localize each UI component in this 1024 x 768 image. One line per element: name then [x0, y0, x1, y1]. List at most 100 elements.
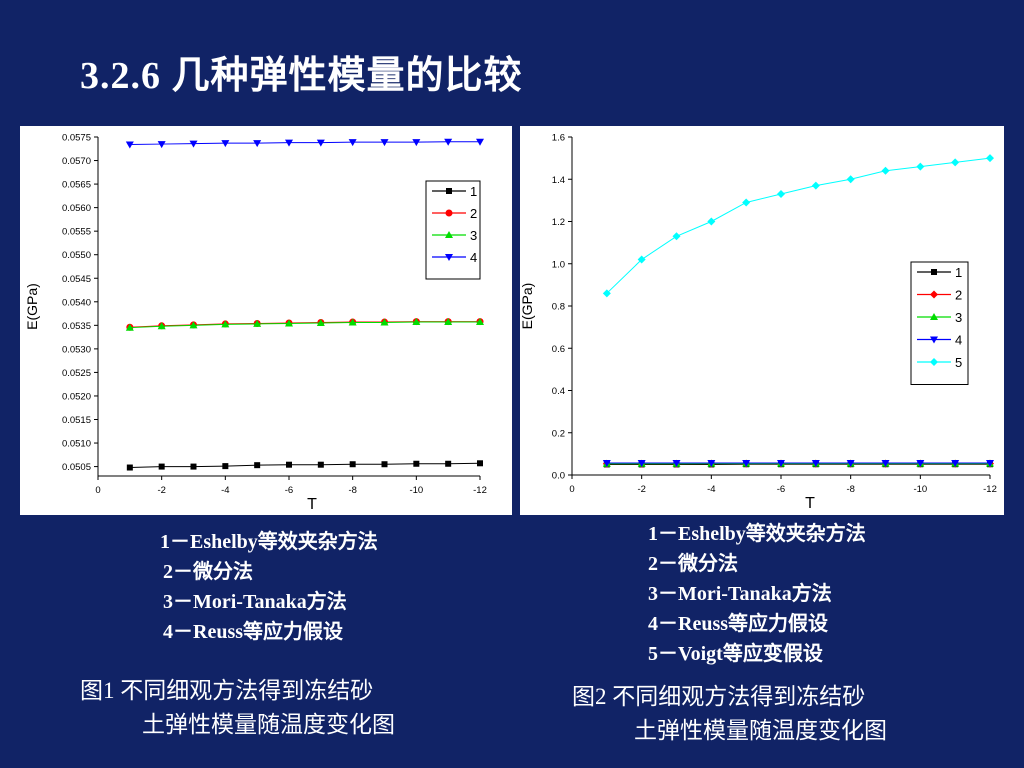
left-legend-item-1: 1－Eshelby等效夹杂方法	[160, 531, 378, 553]
data-point	[316, 318, 325, 326]
x-tick-label: -8	[846, 484, 854, 495]
data-point	[672, 232, 681, 241]
caption-1-line-1: 图1 不同细观方法得到冻结砂	[80, 678, 374, 703]
data-point	[916, 162, 925, 171]
legend-entry-label: 1	[955, 265, 962, 280]
chart-panel-2: 0.0 0.2 0.4 0.6 0.8 1.0 1.2 1.4 1.6 0 -2 -4 -6 -8 -10 -…	[520, 126, 1004, 515]
right-legend-item-5: 5－Voigt等应变假设	[648, 643, 823, 665]
y-tick-label: 1.0	[552, 259, 565, 270]
y-tick-label: 0.0515	[62, 415, 91, 426]
caption-2-line-1: 图2 不同细观方法得到冻结砂	[572, 684, 866, 709]
y-tick-label: 0.0540	[62, 297, 91, 308]
data-point	[221, 140, 230, 148]
legend-swatch-marker	[930, 336, 938, 344]
data-point	[951, 158, 960, 167]
legend-entry-label: 3	[955, 310, 962, 325]
caption-2-line-2: 土弹性模量随温度变化图	[634, 718, 887, 743]
series-5	[602, 154, 994, 298]
y-tick-label: 0.0520	[62, 391, 91, 402]
data-point	[348, 139, 357, 147]
data-point	[285, 319, 293, 327]
data-point	[412, 139, 421, 147]
data-point	[476, 318, 484, 326]
y-tick-label: 1.6	[552, 133, 565, 144]
right-legend-item-2: 2－微分法	[648, 553, 738, 575]
data-point	[986, 459, 994, 467]
data-point	[349, 461, 356, 468]
legend-entry-label: 5	[955, 355, 962, 370]
data-point	[672, 459, 681, 467]
data-point	[742, 198, 751, 207]
data-point	[602, 459, 611, 467]
data-point	[189, 321, 198, 329]
x-tick-label: -6	[777, 484, 785, 495]
y-tick-label: 0.0525	[62, 368, 91, 379]
data-point	[445, 460, 452, 467]
right-method-legend: 1－Eshelby等效夹杂方法 2－微分法 3－Mori-Tanaka方法 4－…	[648, 519, 866, 669]
legend-frame	[910, 261, 969, 385]
y-tick-label: 0.0530	[62, 344, 91, 355]
legend-frame	[425, 180, 481, 280]
y-tick-label: 0.2	[552, 428, 565, 439]
legend-swatch-marker	[930, 313, 938, 320]
series-4	[602, 459, 994, 467]
data-point	[602, 289, 611, 298]
data-point	[951, 459, 960, 467]
legend-swatch-marker	[445, 209, 453, 217]
legend-entry-label: 4	[955, 333, 962, 348]
data-point	[125, 141, 134, 149]
legend-swatch-marker	[445, 231, 453, 238]
legend-entry-label: 2	[955, 288, 962, 303]
series-2	[126, 318, 484, 331]
y-tick-label: 1.4	[552, 175, 565, 186]
data-point	[916, 459, 925, 467]
data-point	[742, 459, 751, 467]
y-tick-label: 0.4	[552, 386, 565, 397]
data-point	[777, 459, 785, 467]
data-point	[380, 139, 389, 147]
slide-title: 3.2.6 几种弹性模量的比较	[80, 55, 523, 97]
y-tick-label: 0.0565	[62, 180, 91, 191]
data-point	[637, 255, 646, 264]
left-legend-item-4: 4－Reuss等应力假设	[163, 621, 344, 643]
data-point	[811, 181, 820, 190]
legend-swatch-marker	[446, 188, 452, 194]
series-line-5	[606, 157, 991, 294]
y-tick-label: 0.0555	[62, 227, 91, 238]
series-4	[125, 138, 484, 149]
series-line-1	[129, 462, 481, 469]
caption-1-line-2: 土弹性模量随温度变化图	[142, 712, 395, 737]
data-point	[221, 320, 230, 328]
series-line-3	[129, 321, 480, 329]
data-point	[707, 217, 716, 226]
series-1	[126, 460, 483, 471]
data-point	[413, 460, 420, 467]
x-tick-label: 0	[95, 485, 100, 496]
chart-1: 0.0505 0.0510 0.0515 0.0520 0.0525 0.0530 0.05…	[24, 133, 487, 514]
series-line-4	[129, 141, 480, 146]
y-axis-label: E(GPa)	[520, 283, 535, 330]
y-tick-label: 0.0	[552, 471, 565, 482]
x-axis-label: T	[307, 496, 317, 513]
x-tick-label: -4	[221, 485, 229, 496]
y-tick-label: 0.0505	[62, 462, 91, 473]
data-point	[253, 319, 262, 327]
data-point	[348, 318, 357, 326]
left-legend-item-3: 3－Mori-Tanaka方法	[163, 591, 347, 613]
y-tick-label: 0.6	[552, 344, 565, 355]
legend-swatch-marker	[931, 269, 937, 275]
y-tick-label: 0.0575	[62, 133, 91, 144]
x-tick-label: -6	[285, 485, 293, 496]
legend-entry-label: 1	[470, 184, 477, 199]
data-point	[381, 461, 388, 468]
left-legend-item-2: 2－微分法	[163, 561, 253, 583]
data-point	[222, 463, 229, 470]
data-point	[126, 464, 133, 471]
data-point	[285, 139, 293, 147]
x-tick-label: -4	[707, 484, 715, 495]
series-3	[125, 318, 484, 331]
data-point	[777, 190, 785, 199]
data-point	[637, 459, 646, 467]
legend-swatch-marker	[445, 254, 453, 261]
left-method-legend: 1－Eshelby等效夹杂方法 2－微分法 3－Mori-Tanaka方法 4－…	[160, 527, 378, 647]
